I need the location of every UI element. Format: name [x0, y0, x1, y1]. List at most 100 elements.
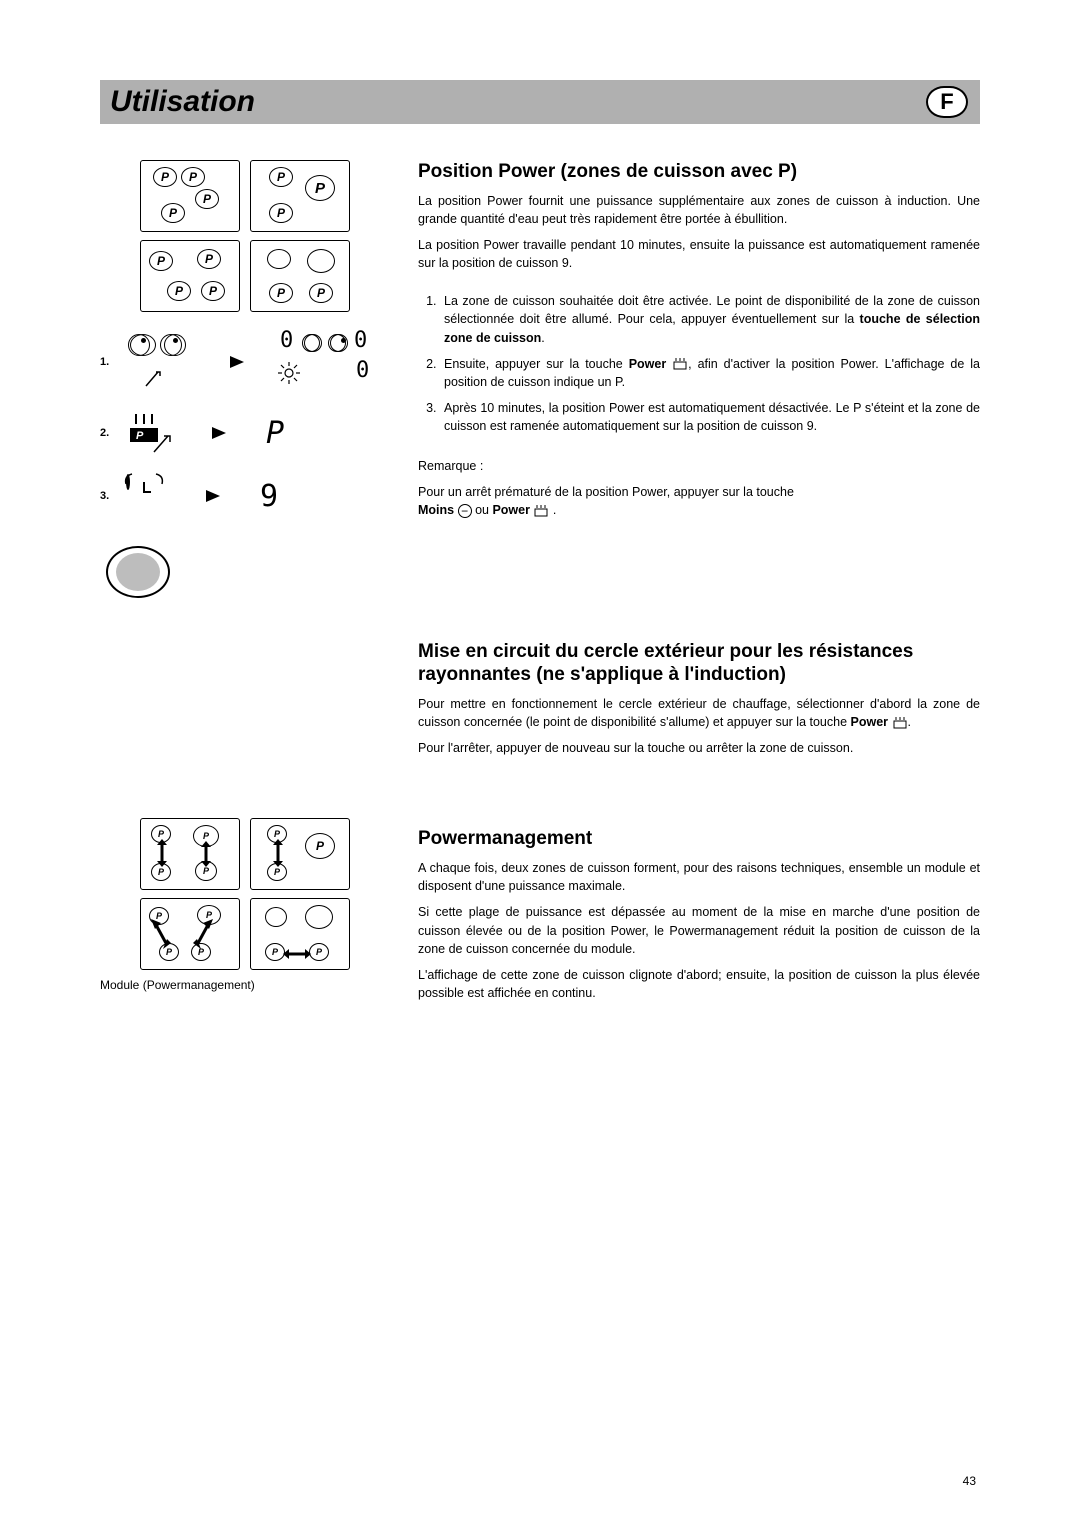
zone-p-icon: P: [161, 203, 185, 223]
list-item: Ensuite, appuyer sur la touche Power , a…: [440, 355, 980, 391]
pot-icon: [892, 717, 908, 729]
cooktop-panel: P P: [250, 898, 350, 970]
step3-diagram: 9: [126, 476, 390, 516]
zone-icon: [130, 334, 156, 356]
pot-icon: [533, 505, 549, 517]
step-row-2: 2. P P: [100, 412, 390, 454]
bold-text: Power: [492, 503, 530, 517]
zone-p-icon: P: [269, 283, 293, 303]
cooktop-panel: P P P P: [140, 240, 240, 312]
double-arrow-icon: [199, 841, 213, 867]
remark-text: Pour un arrêt prématuré de la position P…: [418, 483, 980, 519]
powermgmt-panels-row2: P P P P P P: [100, 898, 390, 970]
bold-text: Moins: [418, 503, 454, 517]
page-number: 43: [963, 1474, 976, 1488]
double-arrow-icon: [155, 839, 169, 867]
svg-text:P: P: [136, 430, 144, 442]
zone-p-icon: P: [181, 167, 205, 187]
paragraph: Si cette plage de puissance est dépassée…: [418, 903, 980, 957]
zone-empty-icon: [265, 907, 287, 927]
zone-p-icon: P: [149, 251, 173, 271]
zone-p-icon: P: [269, 167, 293, 187]
pot-icon: [672, 358, 688, 370]
right-text-column: Position Power (zones de cuisson avec P)…: [418, 160, 980, 1042]
section-powermanagement: Powermanagement A chaque fois, deux zone…: [418, 827, 980, 1002]
zone-p-icon: P: [309, 283, 333, 303]
left-diagram-column: P P P P P P P P P P P P P: [100, 160, 390, 1042]
zone-p-icon: P: [201, 281, 225, 301]
heading-power-position: Position Power (zones de cuisson avec P): [418, 160, 980, 184]
page-title: Utilisation: [110, 85, 255, 119]
sun-icon: [278, 362, 300, 384]
finger-tap-icon: [144, 370, 164, 388]
cooktop-panel: P P P: [250, 818, 350, 890]
step-number: 2.: [100, 427, 116, 439]
cooktop-panel: P P P: [250, 160, 350, 232]
outer-ring-icon: [106, 546, 170, 598]
zone-p-icon: P: [269, 203, 293, 223]
section-power-position: Position Power (zones de cuisson avec P)…: [418, 160, 980, 520]
alarm-bells-icon: [122, 470, 166, 490]
double-arrow-icon: [271, 839, 285, 867]
list-item: Après 10 minutes, la position Power est …: [440, 399, 980, 435]
heading-outer-ring: Mise en circuit du cercle extérieur pour…: [418, 640, 980, 688]
heading-powermanagement: Powermanagement: [418, 827, 980, 851]
arrow-right-icon: [212, 427, 226, 439]
minus-icon: −: [458, 504, 472, 518]
zone-p-icon: P: [167, 281, 191, 301]
double-arrow-h-icon: [283, 947, 311, 961]
display-zero: 0: [356, 358, 369, 383]
display-nine: 9: [260, 479, 278, 514]
language-badge: F: [926, 86, 968, 118]
cooktop-panels-row2: P P P P P P: [100, 240, 390, 312]
powermgmt-caption: Module (Powermanagement): [100, 978, 390, 992]
zone-icon: [164, 334, 186, 356]
cooktop-panel: P P P P: [140, 898, 240, 970]
zone-p-icon: P: [305, 833, 335, 859]
step-row-1: 1. 0 0: [100, 334, 390, 390]
cooktop-panels-row1: P P P P P P P: [100, 160, 390, 232]
zone-p-icon: P: [305, 175, 335, 201]
display-zero: 0: [280, 328, 293, 353]
bold-text: Power: [629, 357, 667, 371]
paragraph: L'affichage de cette zone de cuisson cli…: [418, 966, 980, 1002]
zone-p-icon: P: [197, 249, 221, 269]
diag-arrow-icon: [193, 919, 213, 949]
arrow-right-icon: [230, 356, 244, 368]
arrow-right-icon: [206, 490, 220, 502]
step2-diagram: P P: [126, 412, 390, 454]
zone-empty-icon: [305, 905, 333, 929]
paragraph: Pour l'arrêter, appuyer de nouveau sur l…: [418, 739, 980, 757]
paragraph: La position Power fournit une puissance …: [418, 192, 980, 228]
display-p: P: [266, 416, 284, 451]
cooktop-panel: P P P P: [140, 160, 240, 232]
zone-empty-icon: [267, 249, 291, 269]
zone-icon: [330, 334, 348, 352]
cooktop-panel: P P: [250, 240, 350, 312]
display-zero: 0: [354, 328, 367, 353]
zone-empty-icon: [307, 249, 335, 273]
bold-text: Power: [851, 715, 889, 729]
paragraph: A chaque fois, deux zones de cuisson for…: [418, 859, 980, 895]
zone-p-icon: P: [195, 189, 219, 209]
section-outer-ring: Mise en circuit du cercle extérieur pour…: [418, 640, 980, 758]
remark-label: Remarque :: [418, 457, 980, 475]
powermgmt-panels-row1: P P P P P P P: [100, 818, 390, 890]
step-number: 3.: [100, 490, 116, 502]
content-columns: P P P P P P P P P P P P P: [100, 160, 980, 1042]
pot-press-icon: P: [126, 412, 172, 454]
zone-icon: [304, 334, 322, 352]
list-item: La zone de cuisson souhaitée doit être a…: [440, 292, 980, 346]
steps-list: La zone de cuisson souhaitée doit être a…: [418, 292, 980, 435]
zone-p-icon: P: [265, 943, 285, 961]
zone-p-icon: P: [153, 167, 177, 187]
step-row-3: 3. 9: [100, 476, 390, 516]
paragraph: Pour mettre en fonctionnement le cercle …: [418, 695, 980, 731]
paragraph: La position Power travaille pendant 10 m…: [418, 236, 980, 272]
cooktop-panel: P P P P: [140, 818, 240, 890]
step-number: 1.: [100, 356, 116, 368]
header-bar: Utilisation F: [100, 80, 980, 124]
diag-arrow-icon: [151, 919, 171, 949]
step1-diagram: 0 0 0: [126, 334, 390, 390]
zone-p-icon: P: [309, 943, 329, 961]
